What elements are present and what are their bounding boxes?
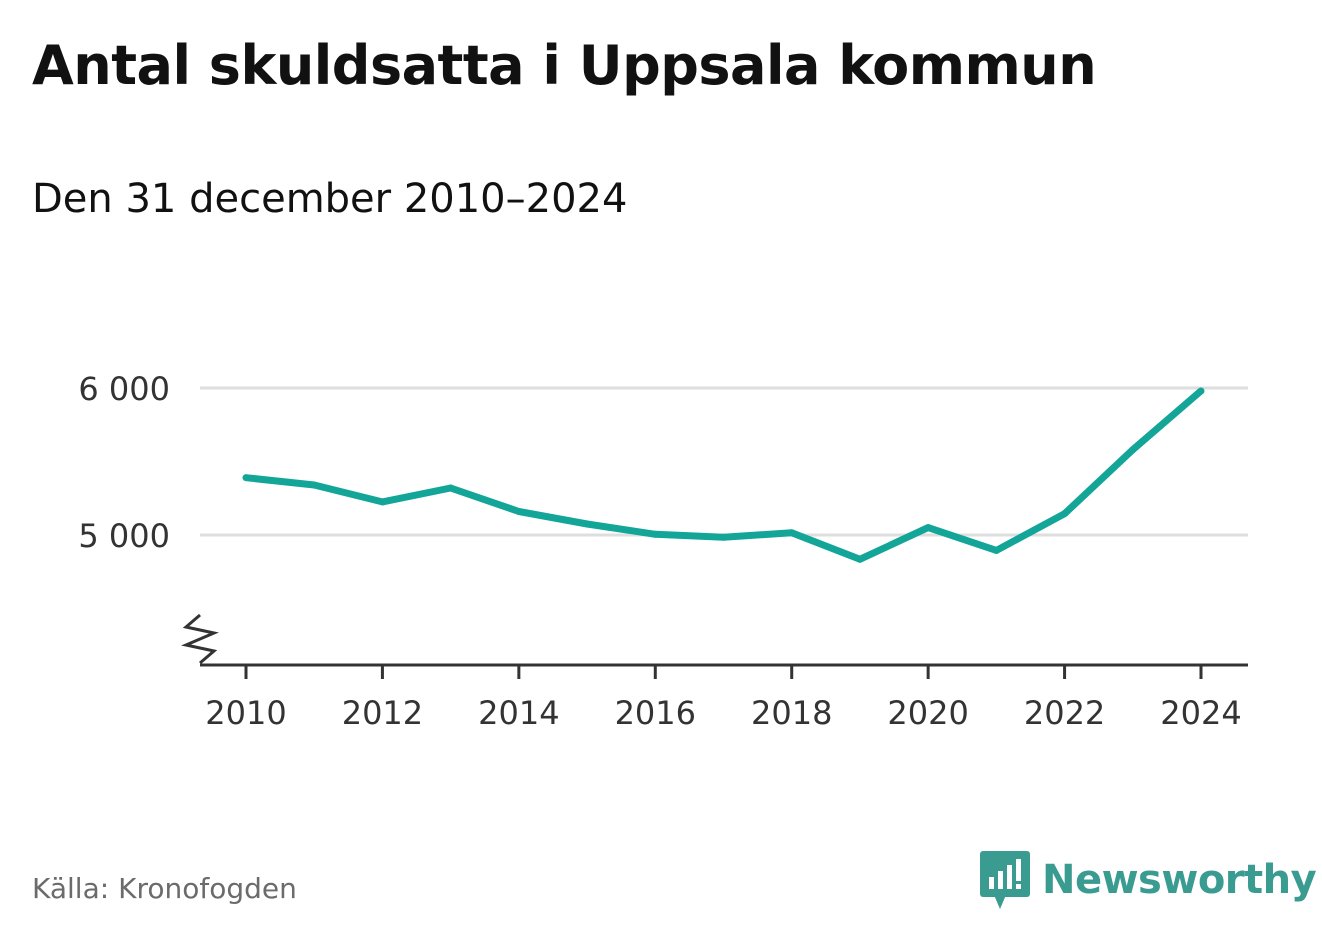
x-tick-label-2012: 2012	[342, 694, 423, 732]
chart-title: Antal skuldsatta i Uppsala kommun	[32, 34, 1097, 97]
x-axis-labels: 2010 2012 2014 2016 2018 2020 2022 2024	[205, 694, 1241, 732]
data-point-2015	[583, 520, 591, 528]
data-point-2017	[720, 533, 727, 541]
data-point-2018	[788, 529, 796, 537]
x-tick-label-2014: 2014	[478, 694, 559, 732]
x-tick-label-2010: 2010	[205, 694, 286, 732]
source-note: Källa: Kronofogden	[32, 872, 297, 905]
x-tick-label-2016: 2016	[615, 694, 696, 732]
data-point-2023	[1129, 446, 1137, 454]
gridlines	[200, 386, 1248, 537]
data-point-2011	[310, 481, 318, 489]
axis-break-zigzag	[181, 613, 219, 665]
series-layer	[242, 387, 1205, 563]
y-axis-break	[181, 613, 219, 665]
data-point-2012	[378, 498, 386, 506]
x-tick-label-2018: 2018	[751, 694, 832, 732]
x-tick-label-2020: 2020	[887, 694, 968, 732]
data-point-2013	[447, 484, 455, 492]
chart-subtitle: Den 31 december 2010–2024	[32, 176, 628, 222]
x-tick-label-2022: 2022	[1024, 694, 1105, 732]
data-point-2014	[515, 507, 523, 515]
brand-name: Newsworthy	[1042, 857, 1317, 903]
data-point-2021	[992, 546, 1000, 554]
x-axis	[200, 663, 1248, 679]
y-tick-label-5000: 5 000	[78, 517, 170, 555]
data-point-2019	[856, 555, 864, 563]
data-point-2010	[242, 474, 250, 482]
x-tick-label-2024: 2024	[1160, 694, 1241, 732]
data-point-2022	[1061, 510, 1069, 518]
y-tick-label-6000: 6 000	[78, 370, 170, 408]
data-point-2024	[1197, 387, 1205, 395]
bar-chart-speech-bubble-icon	[980, 851, 1030, 909]
data-point-2020	[924, 524, 932, 532]
newsworthy-logo: Newsworthy	[980, 850, 1317, 910]
data-point-2016	[651, 530, 659, 538]
y-axis-labels: 5 000 6 000	[78, 370, 170, 555]
